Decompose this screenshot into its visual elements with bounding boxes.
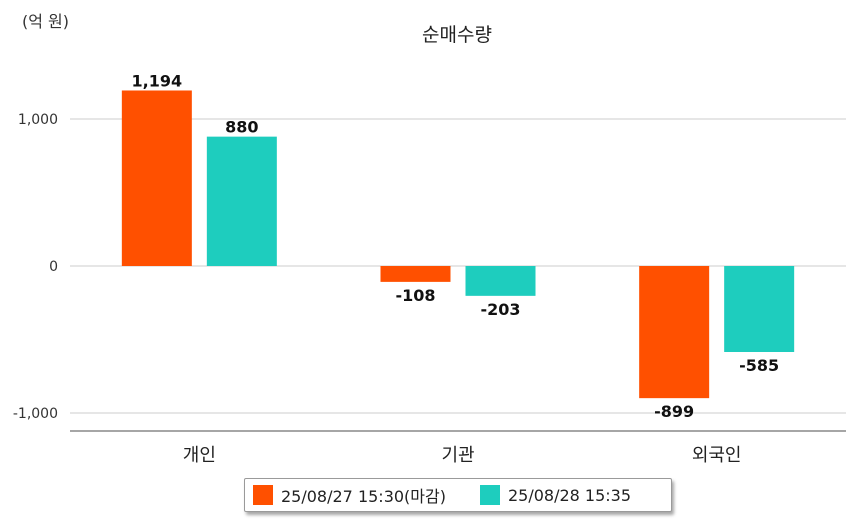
legend-label-series-2: 25/08/28 15:35	[507, 485, 632, 505]
chart-title: 순매수량	[422, 24, 492, 46]
x-tick-label-0: 개인	[183, 445, 216, 466]
y-tick-label-0: 1,000	[18, 112, 58, 128]
data-label-외국인-series-1: -899	[654, 402, 694, 421]
bar-기관-series-1	[380, 266, 451, 282]
legend-item-series-1[interactable]: 25/08/27 15:30(마감)	[253, 483, 446, 507]
y-tick-label-1: 0	[49, 259, 58, 275]
bar-기관-series-2	[465, 266, 536, 296]
data-label-기관-series-2: -203	[480, 300, 520, 319]
legend-label-series-1: 25/08/27 15:30(마감)	[281, 487, 446, 506]
data-label-기관-series-1: -108	[395, 286, 435, 305]
y-tick-label-2: -1,000	[13, 406, 58, 422]
x-tick-label-1: 기관	[441, 445, 474, 466]
data-label-개인-series-2: 880	[225, 118, 258, 137]
bar-개인-series-2	[206, 136, 277, 266]
legend-swatch-series-2	[479, 485, 500, 505]
legend-swatch-series-1	[253, 485, 273, 505]
data-label-외국인-series-2: -585	[739, 356, 779, 375]
bar-외국인-series-2	[724, 266, 795, 352]
x-tick-label-2: 외국인	[692, 445, 742, 466]
bar-개인-series-1	[121, 90, 192, 267]
legend-item-series-2[interactable]: 25/08/28 15:35	[479, 485, 632, 505]
bar-외국인-series-1	[639, 266, 710, 399]
data-label-개인-series-1: 1,194	[132, 71, 183, 90]
unit-label: (억 원)	[22, 12, 70, 31]
legend: 25/08/27 15:30(마감) 25/08/28 15:35	[244, 478, 672, 512]
